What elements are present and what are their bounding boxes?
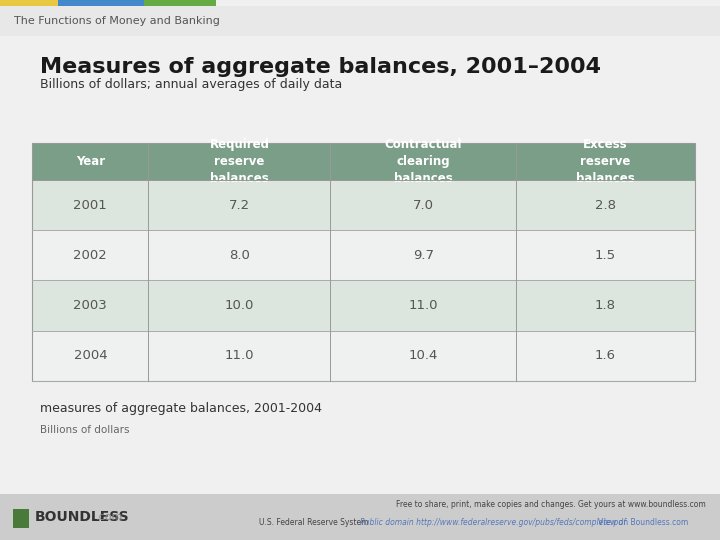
Text: 7.0: 7.0 [413, 199, 433, 212]
Text: 2004: 2004 [73, 349, 107, 362]
Text: 2.8: 2.8 [595, 199, 616, 212]
Text: The Functions of Money and Banking: The Functions of Money and Banking [14, 16, 220, 26]
Text: Required
reserve
balances: Required reserve balances [210, 138, 269, 185]
Text: 11.0: 11.0 [225, 349, 254, 362]
Text: Free to share, print, make copies and changes. Get yours at www.boundless.com: Free to share, print, make copies and ch… [396, 501, 706, 509]
Text: U.S. Federal Reserve System .: U.S. Federal Reserve System . [259, 518, 374, 527]
Text: 10.0: 10.0 [225, 299, 254, 312]
Text: 2003: 2003 [73, 299, 107, 312]
Text: Measures of aggregate balances, 2001–2004: Measures of aggregate balances, 2001–200… [40, 57, 600, 77]
Text: 1.5: 1.5 [595, 249, 616, 262]
Text: Billions of dollars: Billions of dollars [40, 425, 129, 435]
Text: Contractual
clearing
balances: Contractual clearing balances [384, 138, 462, 185]
Text: Year: Year [76, 155, 105, 168]
Text: 10.4: 10.4 [408, 349, 438, 362]
Text: 2001: 2001 [73, 199, 107, 212]
Text: 9.7: 9.7 [413, 249, 433, 262]
Text: 1.8: 1.8 [595, 299, 616, 312]
Text: 7.2: 7.2 [229, 199, 250, 212]
Text: .com: .com [96, 512, 123, 522]
Text: View on Boundless.com: View on Boundless.com [598, 518, 688, 527]
Text: Excess
reserve
balances: Excess reserve balances [576, 138, 635, 185]
Text: 1.6: 1.6 [595, 349, 616, 362]
Text: BOUNDLESS: BOUNDLESS [35, 510, 129, 524]
Text: 2002: 2002 [73, 249, 107, 262]
Text: measures of aggregate balances, 2001-2004: measures of aggregate balances, 2001-200… [40, 402, 322, 415]
Text: 11.0: 11.0 [408, 299, 438, 312]
Text: Billions of dollars; annual averages of daily data: Billions of dollars; annual averages of … [40, 78, 342, 91]
Text: 8.0: 8.0 [229, 249, 250, 262]
Text: Public domain http://www.federalreserve.gov/pubs/feds/complete.pdf: Public domain http://www.federalreserve.… [360, 518, 626, 527]
